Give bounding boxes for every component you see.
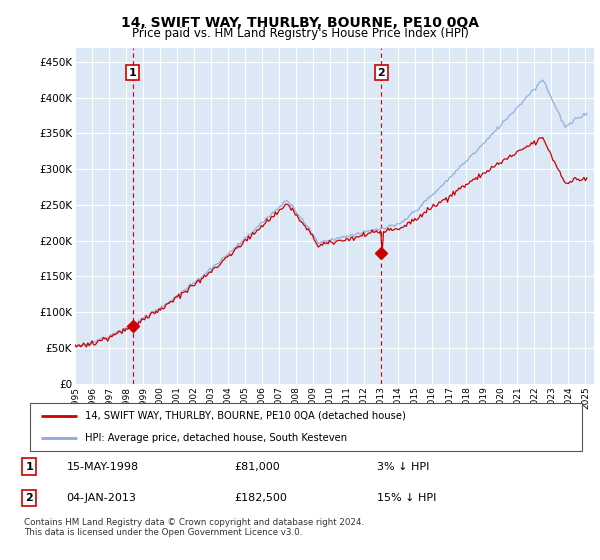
Text: Contains HM Land Registry data © Crown copyright and database right 2024.
This d: Contains HM Land Registry data © Crown c… <box>24 518 364 538</box>
Text: £182,500: £182,500 <box>235 493 287 503</box>
Text: 2: 2 <box>26 493 33 503</box>
Text: 1: 1 <box>128 68 136 78</box>
Text: HPI: Average price, detached house, South Kesteven: HPI: Average price, detached house, Sout… <box>85 433 347 444</box>
Text: Price paid vs. HM Land Registry's House Price Index (HPI): Price paid vs. HM Land Registry's House … <box>131 27 469 40</box>
Text: 1: 1 <box>26 461 33 472</box>
Text: 3% ↓ HPI: 3% ↓ HPI <box>377 461 430 472</box>
Text: £81,000: £81,000 <box>235 461 280 472</box>
Text: 04-JAN-2013: 04-JAN-2013 <box>67 493 136 503</box>
FancyBboxPatch shape <box>30 403 582 451</box>
Text: 15-MAY-1998: 15-MAY-1998 <box>67 461 139 472</box>
Text: 15% ↓ HPI: 15% ↓ HPI <box>377 493 436 503</box>
Text: 14, SWIFT WAY, THURLBY, BOURNE, PE10 0QA (detached house): 14, SWIFT WAY, THURLBY, BOURNE, PE10 0QA… <box>85 410 406 421</box>
Text: 2: 2 <box>377 68 385 78</box>
Text: 14, SWIFT WAY, THURLBY, BOURNE, PE10 0QA: 14, SWIFT WAY, THURLBY, BOURNE, PE10 0QA <box>121 16 479 30</box>
